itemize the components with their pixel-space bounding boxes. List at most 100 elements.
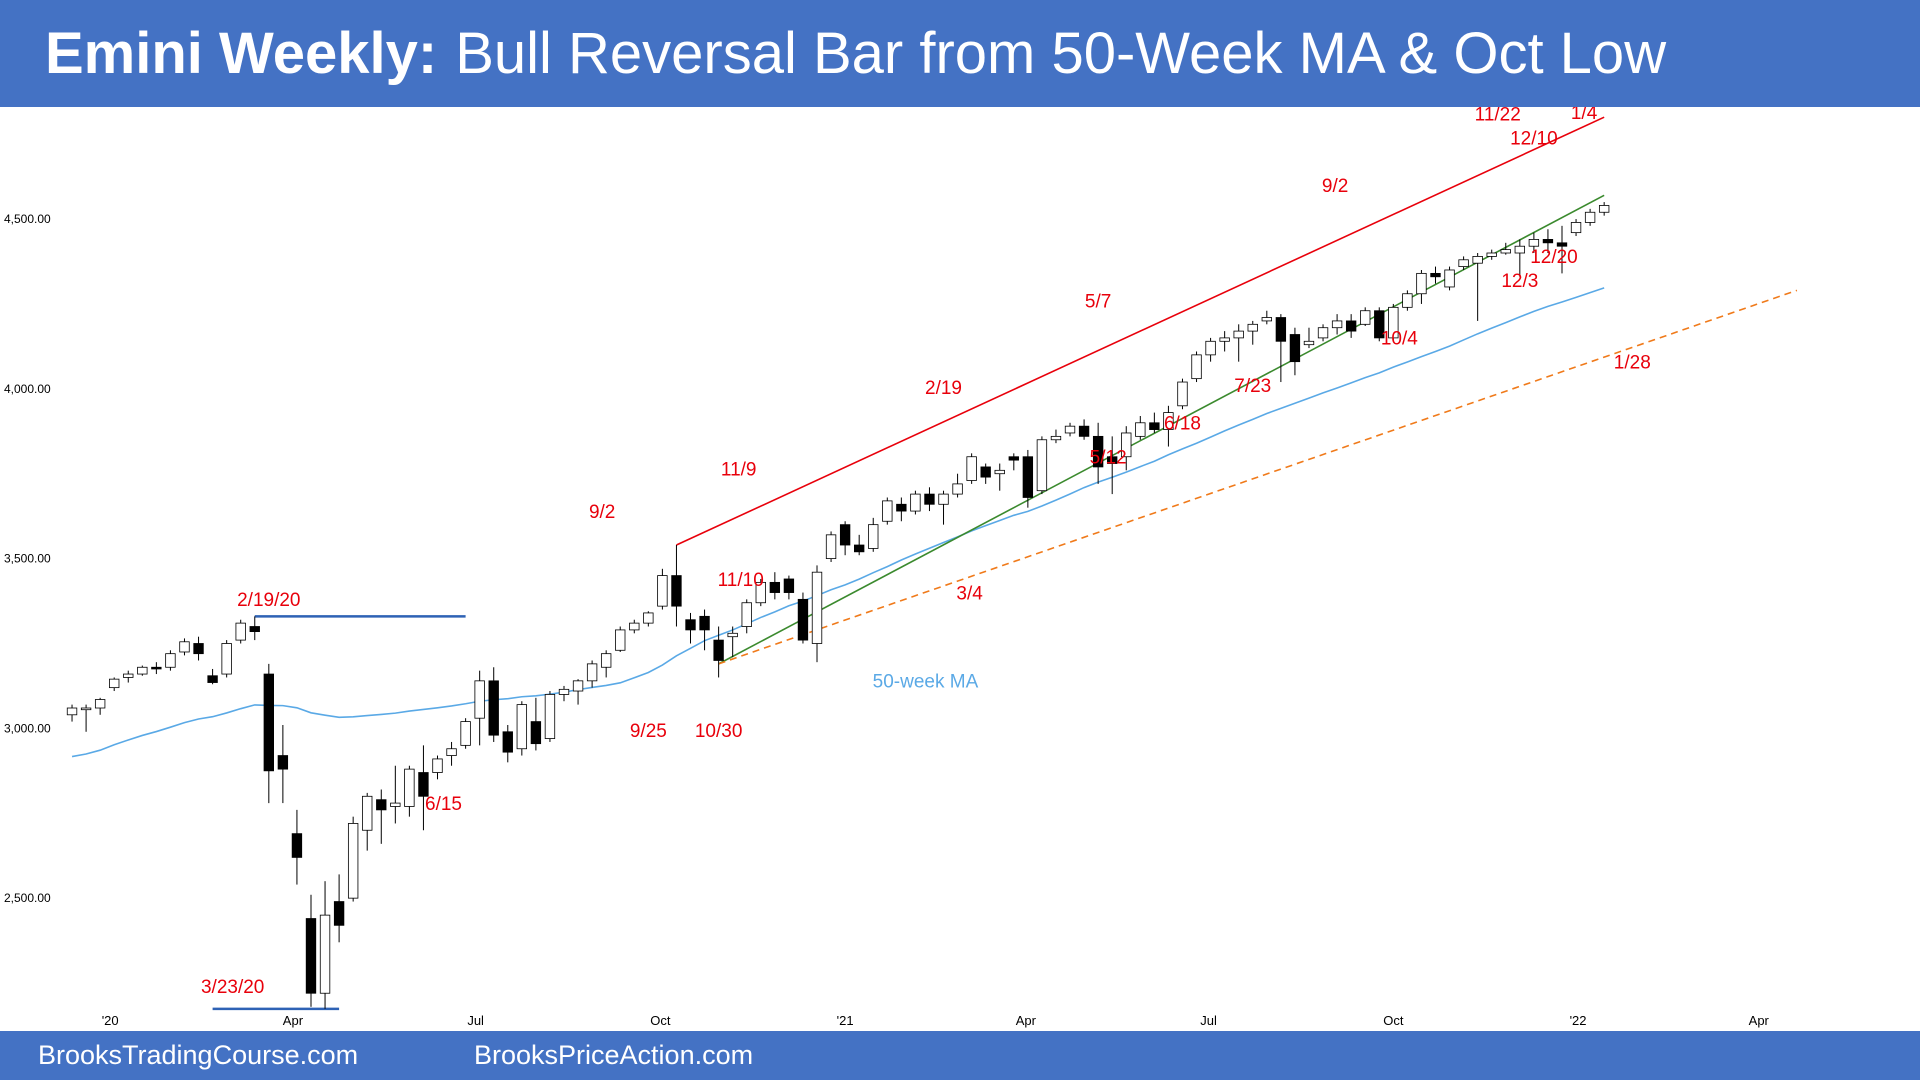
x-tick-label: Oct	[650, 1013, 671, 1028]
candle-body	[1247, 323, 1258, 332]
label-label-1-28: 1/28	[1614, 352, 1651, 373]
candle-body	[1008, 456, 1019, 461]
candle-body	[1360, 310, 1371, 325]
candle-body	[277, 755, 289, 770]
label-peak-1-4: 1/4	[1571, 107, 1598, 124]
y-tick-label: 2,500.00	[4, 891, 51, 905]
dashed-trend-line	[718, 289, 1798, 665]
candle-body	[994, 469, 1005, 475]
candle-body	[1205, 340, 1216, 356]
candle-body	[572, 680, 584, 692]
candle-body	[868, 524, 879, 549]
label-top-9-2-20: 9/2	[589, 502, 615, 523]
candle-body	[685, 619, 696, 631]
candle-body	[1050, 435, 1062, 441]
footer-site-course[interactable]: BrooksTradingCourse.com	[38, 1040, 359, 1070]
candle-body	[558, 688, 570, 695]
candle-body	[488, 680, 499, 736]
candle-body	[1303, 340, 1315, 346]
candle-body	[1584, 211, 1596, 223]
candle-body	[896, 503, 907, 512]
label-label-7-23: 7/23	[1234, 376, 1271, 397]
candle-body	[1163, 412, 1174, 430]
label-label-3-4: 3/4	[956, 583, 983, 604]
candle-body	[1233, 330, 1244, 339]
candle-body	[362, 795, 373, 831]
candle-body	[854, 544, 865, 553]
title-banner: Emini Weekly: Bull Reversal Bar from 50-…	[0, 0, 1920, 107]
candle-body	[1064, 425, 1076, 434]
candle-body	[1219, 337, 1230, 342]
candle-body	[530, 721, 542, 745]
candle-body	[1149, 422, 1160, 430]
candle-body	[347, 823, 359, 899]
candle-body	[544, 694, 556, 739]
candle-body	[502, 731, 513, 753]
candle-body	[1289, 334, 1301, 363]
candle-body	[137, 666, 148, 675]
candle-body	[882, 500, 893, 522]
candle-body	[769, 581, 781, 593]
title-text: Bull Reversal Bar from 50-Week MA & Oct …	[455, 21, 1667, 86]
candle-body	[1458, 259, 1469, 267]
label-label-10-4: 10/4	[1381, 329, 1418, 350]
candle-body	[1598, 205, 1610, 213]
label-ma: 50-week MA	[873, 672, 979, 693]
candle-body	[1121, 432, 1132, 458]
label-label-11-10: 11/10	[718, 570, 764, 591]
label-top-12-10: 12/10	[1510, 128, 1558, 149]
x-tick-label: Apr	[1749, 1013, 1770, 1028]
candle-body	[1036, 439, 1048, 492]
y-tick-label: 4,500.00	[4, 212, 51, 226]
candle-body	[1556, 242, 1568, 247]
candle-body	[1542, 239, 1554, 244]
candle-body	[80, 707, 92, 711]
candle-body	[516, 704, 528, 750]
candle-body	[783, 578, 795, 593]
x-tick-label: Apr	[283, 1013, 304, 1028]
candle-body	[924, 493, 935, 505]
candle-body	[966, 456, 977, 481]
candle-body	[755, 581, 766, 604]
footer-site-blog[interactable]: BrooksPriceAction.com	[474, 1040, 754, 1070]
candle-body	[235, 622, 246, 641]
candle-body	[446, 748, 457, 756]
candle-body	[460, 721, 471, 746]
candle-body	[193, 643, 204, 655]
candle-body	[418, 772, 429, 797]
candle-body	[713, 639, 724, 661]
candle-body	[66, 707, 78, 716]
candle-body	[94, 699, 106, 709]
candle-body	[980, 466, 991, 478]
candle-body	[671, 575, 682, 607]
candle-body	[797, 598, 809, 641]
candle-body	[1472, 256, 1483, 264]
candle-body	[811, 571, 823, 644]
candle-body	[1374, 310, 1385, 339]
annotation-labels: 11/22 1/4 12/10 9/2 5/7 2/19 11/9 9/2 2/19/20 12/…	[201, 107, 1651, 998]
trend-lines	[212, 116, 1798, 1011]
candle-body	[952, 483, 963, 495]
candle-body	[1345, 320, 1357, 332]
channel-top-line	[676, 116, 1605, 546]
label-label-12-3: 12/3	[1501, 271, 1538, 292]
candle-body	[1331, 320, 1343, 329]
candle-body	[1528, 239, 1540, 247]
candle-body	[1078, 425, 1090, 437]
candles	[66, 202, 1610, 1009]
x-tick-label: '22	[1570, 1013, 1587, 1028]
label-label-10-30: 10/30	[695, 721, 743, 742]
candle-body	[615, 629, 626, 651]
label-top-2-19: 2/19	[925, 378, 962, 399]
label-prior-high: 2/19/20	[237, 590, 300, 611]
candle-body	[109, 678, 120, 689]
candle-body	[1500, 249, 1511, 254]
candle-body	[586, 663, 598, 682]
candle-body	[1022, 456, 1034, 498]
candle-body	[938, 493, 949, 505]
candle-body	[1261, 317, 1272, 322]
candle-body	[1486, 252, 1497, 257]
candle-body	[319, 914, 331, 994]
label-top-11-9: 11/9	[721, 459, 757, 480]
candle-body	[699, 615, 710, 631]
